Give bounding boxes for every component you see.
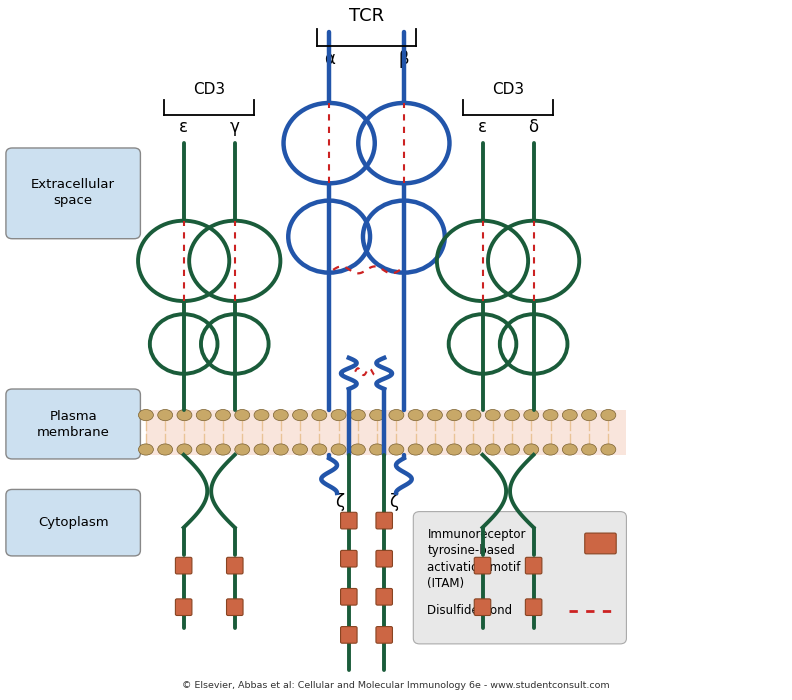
Ellipse shape: [273, 410, 288, 421]
FancyBboxPatch shape: [376, 626, 393, 643]
Text: α: α: [324, 50, 334, 68]
Ellipse shape: [254, 410, 269, 421]
Text: ζ: ζ: [335, 493, 344, 511]
Ellipse shape: [292, 444, 307, 455]
Ellipse shape: [466, 444, 481, 455]
Ellipse shape: [312, 444, 327, 455]
Ellipse shape: [292, 410, 307, 421]
FancyBboxPatch shape: [584, 533, 616, 554]
Ellipse shape: [350, 444, 365, 455]
Ellipse shape: [428, 410, 443, 421]
Text: δ: δ: [528, 118, 539, 136]
FancyBboxPatch shape: [6, 148, 140, 239]
Ellipse shape: [158, 444, 173, 455]
Ellipse shape: [524, 410, 539, 421]
Text: Cytoplasm: Cytoplasm: [38, 516, 109, 529]
Ellipse shape: [254, 444, 269, 455]
FancyBboxPatch shape: [175, 557, 192, 574]
Ellipse shape: [543, 444, 558, 455]
Text: Extracellular
space: Extracellular space: [31, 178, 115, 207]
Ellipse shape: [447, 444, 462, 455]
Ellipse shape: [408, 444, 423, 455]
Ellipse shape: [408, 410, 423, 421]
Ellipse shape: [139, 444, 154, 455]
Text: β: β: [398, 50, 409, 68]
Ellipse shape: [234, 444, 249, 455]
Ellipse shape: [562, 410, 577, 421]
Ellipse shape: [196, 410, 211, 421]
FancyBboxPatch shape: [6, 389, 140, 459]
Ellipse shape: [505, 444, 520, 455]
Ellipse shape: [601, 410, 616, 421]
Ellipse shape: [543, 410, 558, 421]
Ellipse shape: [196, 444, 211, 455]
Ellipse shape: [158, 410, 173, 421]
FancyBboxPatch shape: [341, 589, 357, 605]
Bar: [146, 410, 626, 455]
Ellipse shape: [215, 444, 230, 455]
FancyBboxPatch shape: [413, 512, 626, 644]
Text: ζ: ζ: [389, 493, 398, 511]
FancyBboxPatch shape: [474, 557, 491, 574]
Ellipse shape: [139, 410, 154, 421]
Ellipse shape: [370, 444, 385, 455]
FancyBboxPatch shape: [376, 512, 393, 529]
Ellipse shape: [447, 410, 462, 421]
Text: Disulfide bond: Disulfide bond: [428, 604, 512, 617]
Text: γ: γ: [230, 118, 240, 136]
Ellipse shape: [312, 410, 327, 421]
Text: CD3: CD3: [193, 83, 225, 97]
FancyBboxPatch shape: [525, 599, 542, 615]
Ellipse shape: [524, 444, 539, 455]
Text: ε: ε: [478, 118, 487, 136]
Ellipse shape: [370, 410, 385, 421]
FancyBboxPatch shape: [227, 599, 243, 615]
Ellipse shape: [389, 410, 404, 421]
Ellipse shape: [581, 444, 596, 455]
Text: CD3: CD3: [492, 83, 524, 97]
Text: Plasma
membrane: Plasma membrane: [36, 410, 109, 439]
Text: TCR: TCR: [349, 8, 384, 25]
Ellipse shape: [350, 410, 365, 421]
Ellipse shape: [505, 410, 520, 421]
FancyBboxPatch shape: [376, 589, 393, 605]
Ellipse shape: [485, 444, 501, 455]
Ellipse shape: [562, 444, 577, 455]
Ellipse shape: [601, 444, 616, 455]
Ellipse shape: [428, 444, 443, 455]
Text: Immunoreceptor
tyrosine-based
activation motif
(ITAM): Immunoreceptor tyrosine-based activation…: [428, 528, 526, 590]
Ellipse shape: [485, 410, 501, 421]
FancyBboxPatch shape: [341, 626, 357, 643]
Ellipse shape: [581, 410, 596, 421]
FancyBboxPatch shape: [525, 557, 542, 574]
Ellipse shape: [273, 444, 288, 455]
Ellipse shape: [215, 410, 230, 421]
Text: ε: ε: [179, 118, 188, 136]
FancyBboxPatch shape: [175, 599, 192, 615]
Ellipse shape: [331, 410, 346, 421]
FancyBboxPatch shape: [376, 550, 393, 567]
Ellipse shape: [234, 410, 249, 421]
Ellipse shape: [177, 410, 192, 421]
FancyBboxPatch shape: [341, 512, 357, 529]
FancyBboxPatch shape: [227, 557, 243, 574]
Text: © Elsevier, Abbas et al: Cellular and Molecular Immunology 6e - www.studentconsu: © Elsevier, Abbas et al: Cellular and Mo…: [182, 681, 610, 690]
Ellipse shape: [466, 410, 481, 421]
FancyBboxPatch shape: [474, 599, 491, 615]
FancyBboxPatch shape: [6, 489, 140, 556]
Ellipse shape: [331, 444, 346, 455]
FancyBboxPatch shape: [341, 550, 357, 567]
Ellipse shape: [389, 444, 404, 455]
Ellipse shape: [177, 444, 192, 455]
